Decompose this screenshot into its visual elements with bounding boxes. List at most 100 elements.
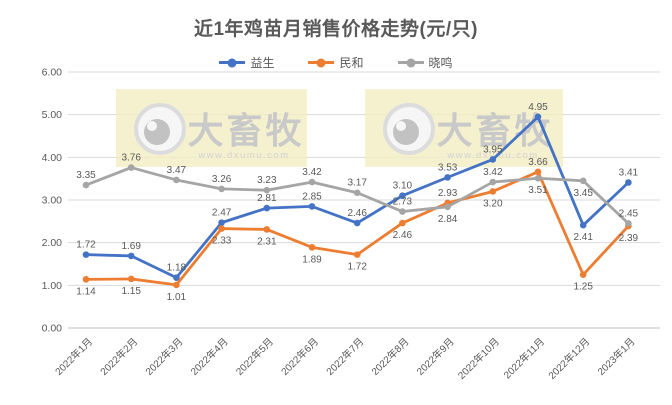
- series-marker: [218, 225, 225, 232]
- data-label: 2.81: [257, 193, 277, 204]
- data-label: 2.39: [619, 233, 639, 244]
- data-label: 3.76: [121, 153, 141, 164]
- series-marker: [399, 208, 406, 215]
- legend-dot-icon: [316, 58, 326, 67]
- data-label: 3.95: [483, 144, 503, 155]
- legend-line-marker-icon: [397, 58, 424, 67]
- data-label: 3.45: [573, 188, 593, 199]
- series-marker: [173, 281, 180, 289]
- series-marker: [218, 185, 225, 193]
- y-tick-label: 4.00: [42, 152, 63, 164]
- data-label: 3.51: [528, 185, 548, 196]
- watermark-brand: 大畜牧: [187, 110, 304, 151]
- data-label: 2.47: [212, 208, 232, 219]
- data-label: 3.26: [212, 174, 232, 185]
- data-label: 2.85: [302, 191, 322, 202]
- data-label: 1.25: [573, 282, 593, 293]
- data-label: 2.93: [438, 188, 458, 199]
- series-marker: [308, 244, 316, 251]
- data-label: 2.41: [573, 232, 593, 243]
- series-marker: [353, 251, 361, 258]
- eye-logo-icon: [383, 103, 435, 155]
- legend-dot-icon: [227, 58, 237, 67]
- x-tick-label: 2022年10月: [455, 335, 502, 382]
- legend-item-minhe: 民和: [308, 54, 364, 71]
- data-label: 2.31: [257, 236, 277, 247]
- series-marker: [489, 156, 497, 163]
- x-tick-label: 2022年8月: [369, 335, 412, 378]
- x-tick-label: 2022年2月: [97, 335, 140, 378]
- series-marker: [579, 177, 587, 185]
- data-label: 2.45: [619, 208, 639, 219]
- legend-line-marker-icon: [219, 58, 246, 67]
- x-tick-label: 2022年5月: [233, 335, 276, 378]
- series-marker: [173, 176, 180, 184]
- data-label: 3.23: [257, 175, 277, 186]
- data-label: 1.89: [302, 254, 322, 265]
- x-tick-label: 2022年1月: [52, 335, 95, 378]
- series-marker: [399, 219, 406, 227]
- data-label: 1.72: [76, 240, 96, 251]
- series-marker: [444, 174, 451, 181]
- series-marker: [489, 178, 497, 186]
- data-label: 1.18: [167, 263, 187, 274]
- series-益生: [82, 113, 632, 281]
- watermark-brand: 大畜牧: [436, 110, 553, 151]
- series-marker: [534, 113, 542, 121]
- series-marker: [263, 226, 271, 233]
- data-label: 2.73: [393, 197, 413, 208]
- series-晓鸣: [82, 164, 632, 227]
- series-marker: [127, 252, 135, 260]
- x-tick-label: 2023年1月: [595, 335, 638, 378]
- x-tick-label: 2022年6月: [278, 335, 321, 378]
- data-label: 3.53: [438, 162, 458, 173]
- y-tick-label: 0.00: [42, 323, 63, 335]
- watermark-url: www.dxumu.com: [197, 150, 289, 161]
- series-marker: [308, 203, 316, 210]
- data-label: 2.46: [347, 208, 367, 219]
- x-tick-label: 2022年9月: [414, 335, 457, 378]
- legend-line-marker-icon: [308, 58, 335, 67]
- legend-item-yisheng: 益生: [219, 54, 274, 71]
- data-label: 1.01: [167, 292, 187, 303]
- series-民和: [82, 168, 632, 289]
- series-marker: [579, 271, 587, 278]
- data-label: 2.84: [438, 214, 458, 225]
- data-label: 1.15: [121, 286, 141, 297]
- series-marker: [489, 188, 497, 195]
- x-tick-label: 2022年11月: [501, 335, 547, 381]
- series-marker: [534, 174, 542, 182]
- series-marker: [127, 275, 135, 283]
- data-label: 3.17: [347, 178, 367, 189]
- y-tick-label: 1.00: [42, 280, 63, 292]
- x-tick-label: 2022年7月: [323, 335, 366, 378]
- data-label: 3.42: [483, 167, 503, 178]
- series-marker: [625, 179, 632, 186]
- series-marker: [82, 181, 90, 189]
- series-marker: [82, 276, 90, 283]
- data-label: 3.47: [167, 165, 187, 176]
- legend-label: 益生: [250, 56, 275, 70]
- watermark-url: www.dxumu.com: [446, 150, 538, 161]
- series-marker: [353, 219, 361, 227]
- x-tick-label: 2022年12月: [545, 335, 592, 382]
- series-marker: [308, 178, 316, 186]
- series-marker: [263, 204, 271, 212]
- data-label: 3.10: [393, 181, 413, 192]
- data-label: 3.42: [302, 167, 322, 178]
- data-label: 3.20: [483, 198, 503, 209]
- chart-legend: 益生 民和 晓鸣: [0, 54, 672, 71]
- data-label: 3.35: [76, 170, 96, 181]
- data-label: 1.72: [347, 262, 367, 273]
- x-tick-label: 2022年4月: [188, 335, 231, 378]
- eye-logo-icon: [134, 103, 186, 155]
- series-marker: [263, 186, 271, 194]
- series-marker: [625, 220, 632, 227]
- legend-dot-icon: [406, 58, 415, 67]
- series-marker: [534, 168, 542, 176]
- series-marker: [444, 203, 451, 211]
- series-marker: [353, 189, 361, 197]
- series-marker: [399, 192, 406, 200]
